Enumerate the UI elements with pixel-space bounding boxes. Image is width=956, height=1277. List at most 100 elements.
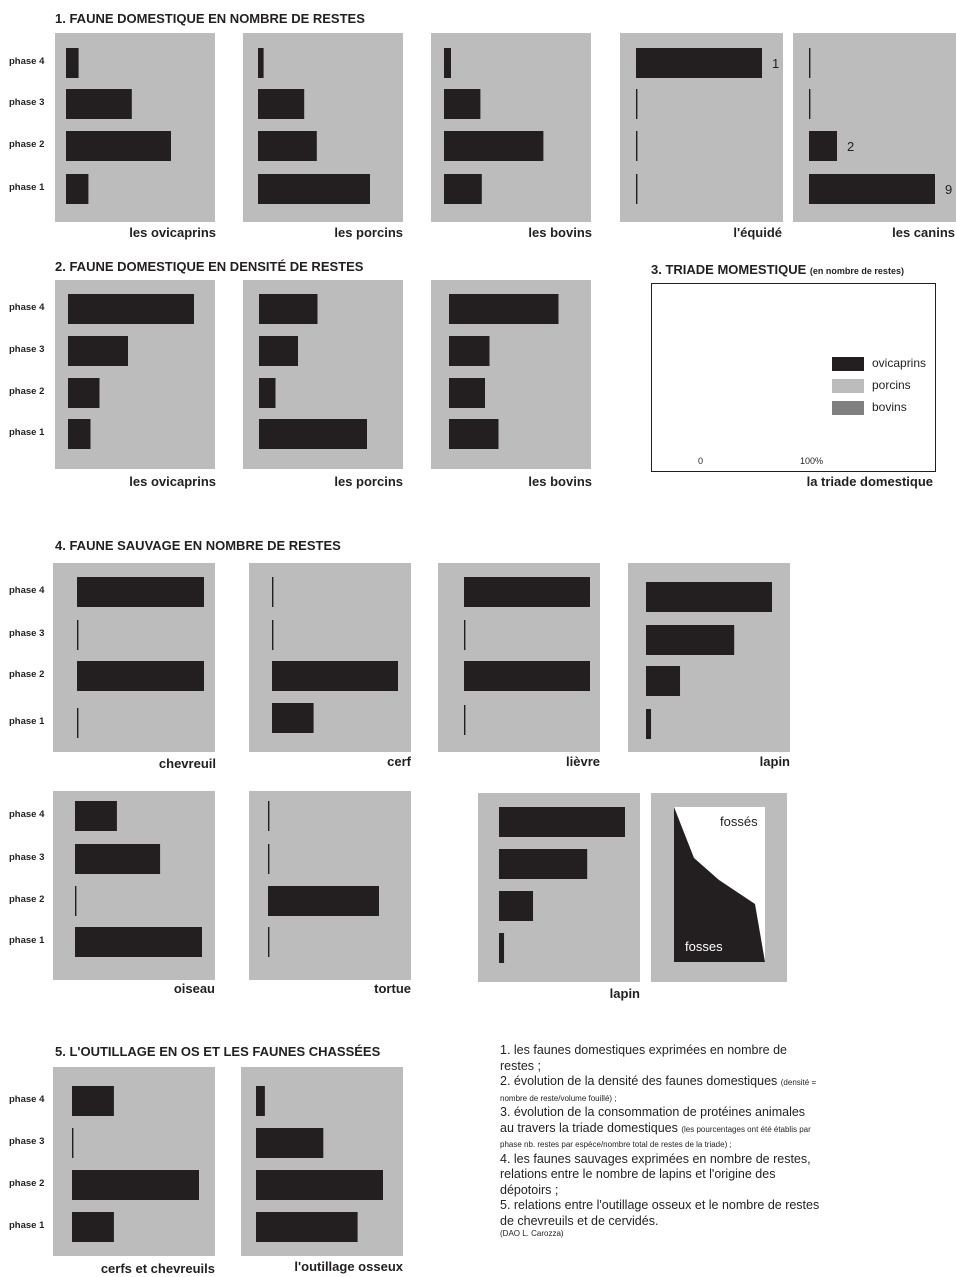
section-5-title: 5. L'OUTILLAGE EN OS ET LES FAUNES CHASS…: [55, 1044, 381, 1059]
legend-item-porcins: porcins: [832, 378, 911, 393]
s4_lapin-bar-1: [646, 625, 735, 655]
note-4: 4. les faunes sauvages exprimées en nomb…: [500, 1151, 811, 1197]
note-3: 3. évolution de la consommation de proté…: [500, 1105, 811, 1149]
s1_canins-bar-0: [809, 48, 811, 78]
legend-label-bovins: bovins: [872, 400, 907, 414]
s1_porcins-bar-0: [258, 48, 264, 78]
fosses-label-fosses-top: fossés: [720, 814, 758, 829]
s4_tortue-panel: [249, 791, 411, 980]
phase-label: phase 3: [9, 1136, 45, 1147]
s2_porcins-bar-2: [259, 378, 276, 408]
phase-label: phase 3: [9, 344, 45, 355]
triade-frame: [651, 283, 936, 472]
s4_chevreuil-bar-2: [77, 661, 204, 691]
s1_equide-bar-1: [636, 89, 638, 119]
phase-label: phase 1: [9, 427, 45, 438]
phase-label: phase 3: [9, 97, 45, 108]
s1_ovicaprins-title: les ovicaprins: [129, 225, 216, 240]
s2_ovicaprins-bar-2: [68, 378, 100, 408]
legend-item-bovins: bovins: [832, 400, 907, 415]
legend-label-porcins: porcins: [872, 378, 911, 392]
s4_lievre-title: lièvre: [566, 754, 600, 769]
s4_tortue-bar-3: [268, 927, 270, 957]
phase-label: phase 3: [9, 852, 45, 863]
s4_oiseau-bar-1: [75, 844, 161, 874]
s5_cerfs_chevreuils-bar-0: [72, 1086, 114, 1116]
s5_cerfs_chevreuils-bar-2: [72, 1170, 199, 1200]
s4_cerf-bar-3: [272, 703, 314, 733]
s1_canins-data-label-3: 9: [945, 182, 952, 197]
s2_porcins-bar-3: [259, 419, 367, 449]
s4_chevreuil-bar-3: [77, 708, 79, 738]
triade-x-tick-100: 100%: [800, 456, 824, 466]
phase-label: phase 1: [9, 182, 45, 193]
phase-label: phase 4: [9, 302, 45, 313]
s1_porcins-bar-3: [258, 174, 370, 204]
s5_cerfs_chevreuils-bar-1: [72, 1128, 74, 1158]
bovins-swatch: [832, 400, 864, 415]
s4_lievre-bar-1: [464, 620, 466, 650]
phase-label: phase 1: [9, 716, 45, 727]
s5_cerfs_chevreuils-title: cerfs et chevreuils: [100, 1261, 215, 1276]
credit: (DAO L. Carozza): [500, 1229, 564, 1238]
note-1: 1. les faunes domestiques exprimées en n…: [500, 1043, 787, 1073]
legend-item-ovicaprins: ovicaprins: [832, 356, 926, 371]
phase-label: phase 4: [9, 809, 45, 820]
s1_canins-bar-1: [809, 89, 811, 119]
s2_porcins-bar-1: [259, 336, 298, 366]
s1_canins-bar-3: [809, 174, 935, 204]
phase-label: phase 4: [9, 56, 45, 67]
s2_bovins-bar-1: [449, 336, 490, 366]
s4_oiseau-title: oiseau: [173, 981, 215, 996]
s4_lapin2-bar-3: [499, 933, 505, 963]
s1_ovicaprins-bar-2: [66, 131, 171, 161]
phase-label: phase 1: [9, 1220, 45, 1231]
s4_lapin-bar-0: [646, 582, 772, 612]
s4_tortue-bar-0: [268, 801, 270, 831]
s4_lievre-bar-3: [464, 705, 466, 735]
s4_tortue-bar-2: [268, 886, 379, 916]
section-3-title: 3. TRIADE MOMESTIQUE (en nombre de reste…: [651, 262, 904, 277]
s4_tortue-title: tortue: [374, 981, 411, 996]
fosses-label-fosses-bottom: fosses: [685, 939, 723, 954]
s4_cerf-title: cerf: [387, 754, 411, 769]
s4_oiseau-bar-3: [75, 927, 202, 957]
section-4-title: 4. FAUNE SAUVAGE EN NOMBRE DE RESTES: [55, 538, 341, 553]
s4_cerf-bar-0: [272, 577, 274, 607]
s4_oiseau-bar-2: [75, 886, 77, 916]
fosses-area: [674, 807, 765, 962]
s5_cerfs_chevreuils-bar-3: [72, 1212, 114, 1242]
porcins-swatch: [832, 378, 864, 393]
section-2-title: 2. FAUNE DOMESTIQUE EN DENSITÉ DE RESTES: [55, 259, 364, 274]
s2_bovins-bar-2: [449, 378, 485, 408]
s1_porcins-bar-1: [258, 89, 305, 119]
phase-label: phase 2: [9, 1178, 45, 1189]
s2_bovins-bar-3: [449, 419, 499, 449]
triade-legend: ovicaprins porcins bovins: [832, 356, 942, 416]
s2_bovins-title: les bovins: [528, 474, 592, 489]
s1_bovins-bar-1: [444, 89, 481, 119]
s4_lapin2-title: lapin: [609, 986, 640, 1001]
ovicaprins-swatch: [832, 356, 864, 371]
s2_ovicaprins-title: les ovicaprins: [129, 474, 216, 489]
s4_lievre-bar-0: [464, 577, 590, 607]
legend-label-ovicaprins: ovicaprins: [872, 356, 927, 370]
s1_ovicaprins-bar-3: [66, 174, 89, 204]
section-3-title-main: 3. TRIADE MOMESTIQUE: [651, 262, 807, 277]
s1_equide-title: l'équidé: [733, 225, 782, 240]
s1_ovicaprins-bar-1: [66, 89, 132, 119]
note-2: 2. évolution de la densité des faunes do…: [500, 1074, 817, 1103]
s4_lapin2-bar-1: [499, 849, 588, 879]
s1_canins-title: les canins: [892, 225, 955, 240]
triade-title: la triade domestique: [806, 474, 933, 489]
s4_cerf-bar-2: [272, 661, 398, 691]
s1_canins-bar-2: [809, 131, 837, 161]
s4_tortue-bar-1: [268, 844, 270, 874]
s4_lapin-bar-3: [646, 709, 652, 739]
s1_canins-data-label-2: 2: [847, 139, 854, 154]
s2_bovins-bar-0: [449, 294, 559, 324]
s1_bovins-bar-3: [444, 174, 482, 204]
s1_ovicaprins-bar-0: [66, 48, 79, 78]
phase-label: phase 4: [9, 1094, 45, 1105]
phase-label: phase 1: [9, 935, 45, 946]
